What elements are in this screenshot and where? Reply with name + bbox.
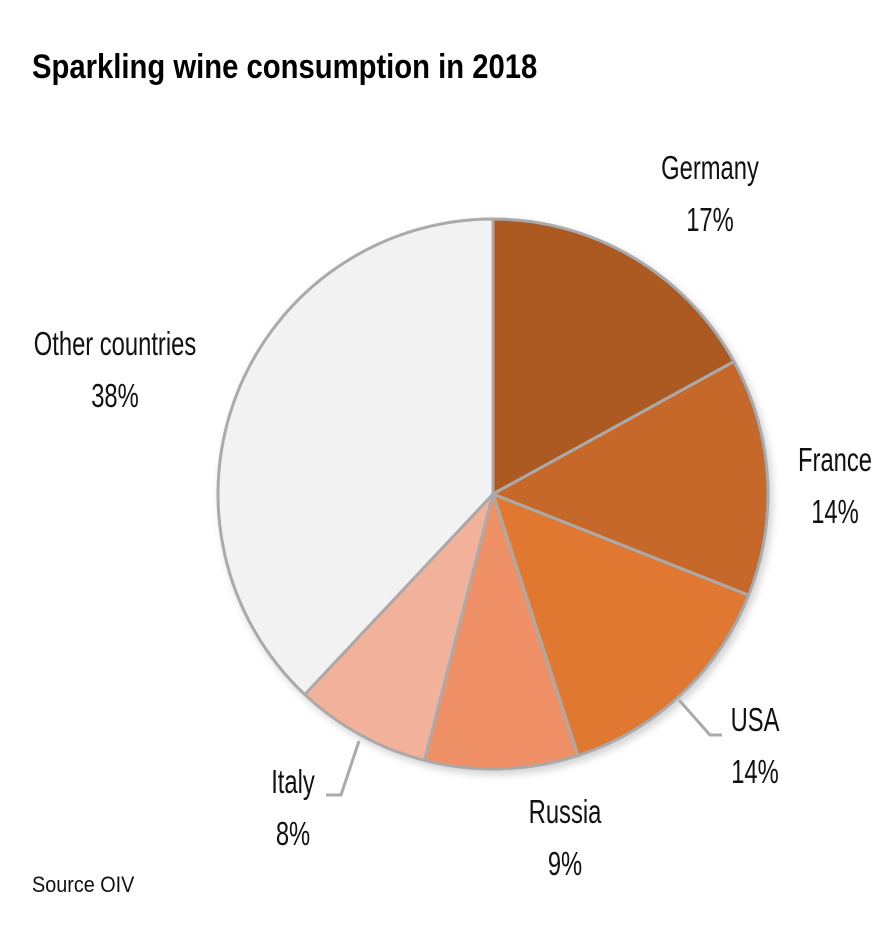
label-france: France 14%: [781, 434, 889, 538]
label-usa-pct: 14%: [731, 753, 779, 790]
chart-title: Sparkling wine consumption in 2018: [32, 48, 538, 86]
pie-slice-other-countries: [216, 217, 495, 696]
pie-slice-france: [491, 360, 770, 597]
label-usa-name: USA: [730, 701, 780, 738]
pie-slice-russia: [423, 492, 580, 771]
label-italy-pct: 8%: [275, 815, 311, 852]
label-italy-name: Italy: [271, 763, 315, 800]
label-russia-pct: 9%: [547, 845, 583, 882]
usa-leader-line: [677, 699, 722, 737]
label-russia-name: Russia: [528, 793, 602, 830]
label-france-name: France: [798, 441, 872, 478]
label-germany-pct: 17%: [686, 201, 734, 238]
source-note: Source OIV: [32, 872, 135, 897]
label-germany-name: Germany: [661, 149, 759, 186]
pie-slice-italy: [303, 492, 495, 762]
label-italy: Italy 8%: [253, 756, 332, 860]
pie-slice-germany: [491, 217, 736, 496]
label-usa: USA 14%: [708, 694, 802, 798]
label-other-pct: 38%: [91, 377, 139, 414]
label-other-name: Other countries: [33, 325, 197, 362]
label-russia: Russia 9%: [518, 786, 612, 890]
italy-leader-line: [326, 740, 361, 797]
label-france-pct: 14%: [811, 493, 859, 530]
label-other-countries: Other countries 38%: [29, 318, 202, 422]
label-germany: Germany 17%: [652, 142, 767, 246]
